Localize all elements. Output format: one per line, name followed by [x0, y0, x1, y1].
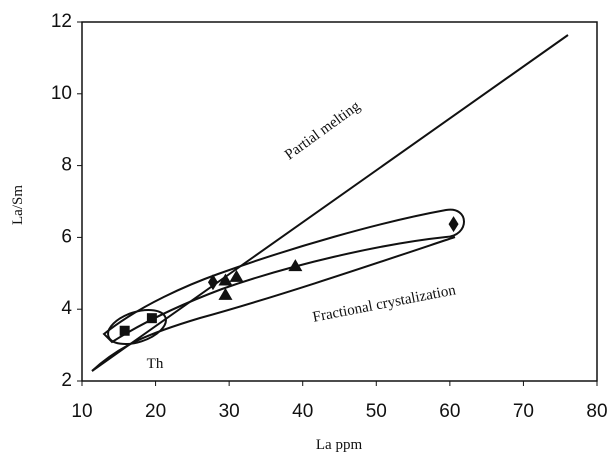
x-tick-label: 30 — [219, 401, 240, 422]
x-tick-label: 10 — [71, 401, 92, 422]
data-point — [146, 313, 157, 324]
data-point — [207, 274, 218, 291]
y-axis-label: La/Sm — [10, 185, 26, 225]
x-tick-label: 80 — [586, 401, 607, 422]
trend-lines — [91, 34, 569, 372]
data-point — [229, 269, 244, 282]
annotation: Fractional crystalization — [311, 282, 457, 326]
data-point — [218, 273, 233, 286]
data-point — [119, 325, 130, 336]
th-envelope — [107, 308, 167, 346]
x-tick-label: 20 — [145, 401, 166, 422]
data-point — [218, 287, 233, 300]
y-tick-label: 2 — [61, 370, 72, 391]
data-point — [448, 216, 459, 233]
plot-frame — [81, 21, 598, 382]
y-tick-label: 6 — [61, 226, 72, 247]
x-tick-label: 60 — [439, 401, 460, 422]
x-axis-label: La ppm — [316, 437, 363, 453]
x-tick-label: 50 — [366, 401, 387, 422]
x-tick-label: 70 — [513, 401, 534, 422]
y-tick-label: 4 — [61, 298, 72, 319]
partial-melting-line — [91, 34, 569, 372]
data-point — [288, 259, 303, 272]
y-tick-label: 8 — [61, 155, 72, 176]
x-tick-label: 40 — [292, 401, 313, 422]
fractional-line — [91, 236, 456, 372]
y-tick-label: 12 — [51, 11, 72, 32]
y-tick-label: 10 — [51, 83, 72, 104]
field-envelope — [102, 208, 465, 344]
annotation: Th — [147, 356, 164, 372]
annotation: Partial melting — [282, 98, 364, 163]
